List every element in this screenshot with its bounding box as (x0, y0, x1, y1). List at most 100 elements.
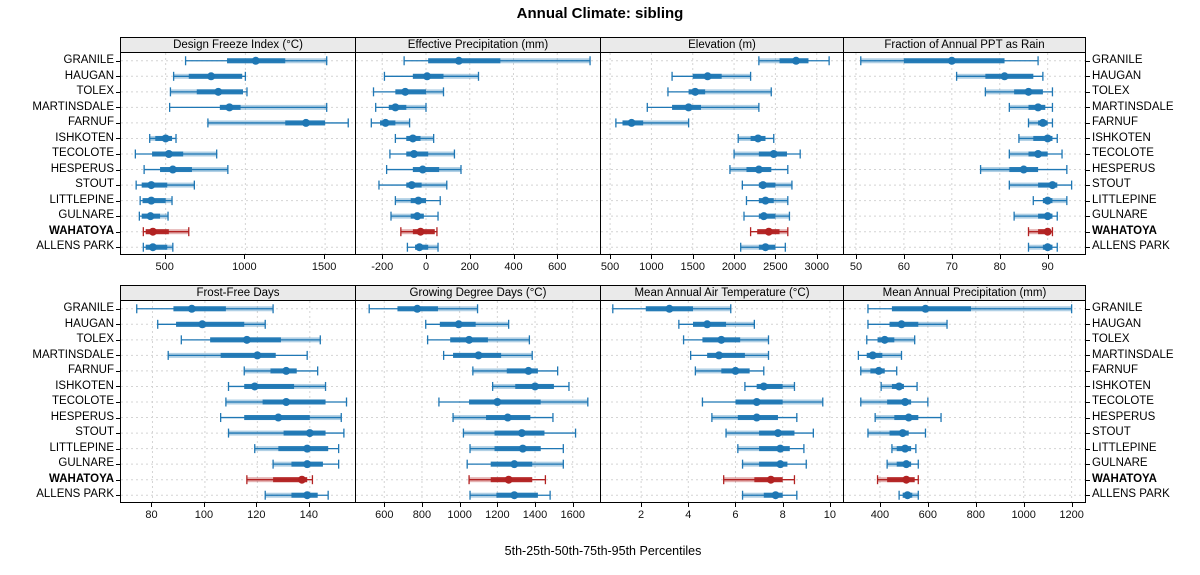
x-axis-tick-label: 2500 (763, 261, 788, 273)
percentile-range-row (243, 366, 319, 376)
row-tick-left (116, 324, 120, 326)
percentile-range-row (172, 71, 247, 81)
panel-body (844, 53, 1086, 255)
x-axis-tick-label: 8 (779, 509, 786, 521)
station-label-right: WAHATOYA (1092, 472, 1157, 485)
x-axis-tick-label: 90 (1041, 261, 1054, 273)
x-axis-tick-label: 400 (870, 509, 890, 521)
percentile-range-row (426, 335, 531, 345)
percentile-range-row (1027, 227, 1054, 237)
station-label-right: STOUT (1092, 178, 1131, 191)
percentile-range-row (740, 242, 786, 252)
percentile-range-row (866, 335, 916, 345)
percentile-range-row (741, 180, 793, 190)
percentile-range-row (169, 87, 248, 97)
x-axis-tick-label: 800 (966, 509, 985, 521)
percentile-range-row (383, 71, 480, 81)
percentile-range-row (368, 304, 479, 314)
station-label-left: GRANILE (63, 54, 115, 66)
x-axis-tick (324, 255, 326, 259)
station-label-right: GRANILE (1092, 302, 1143, 314)
x-axis-tick-label: 200 (460, 261, 479, 273)
x-axis-tick-label: 400 (504, 261, 523, 273)
percentile-range-row (149, 133, 177, 143)
percentile-range-row (390, 211, 439, 221)
panel-strip: Fraction of Annual PPT as Rain (844, 37, 1086, 53)
percentile-range-row (254, 444, 340, 454)
row-tick-right (1086, 247, 1090, 249)
percentile-range-row (491, 381, 570, 391)
percentile-range-row (425, 319, 510, 329)
x-axis-tick-label: 80 (993, 261, 1006, 273)
row-tick-right (1086, 107, 1090, 109)
x-axis-tick-label: 0 (422, 261, 430, 273)
x-axis-tick-label: 600 (375, 509, 394, 521)
percentile-range-row (180, 335, 321, 345)
percentile-range-row (142, 227, 190, 237)
row-tick-left (116, 386, 120, 388)
row-tick-right (1086, 91, 1090, 93)
row-tick-right (1086, 324, 1090, 326)
percentile-range-row (469, 444, 564, 454)
percentile-range-row (1027, 242, 1058, 252)
percentile-range-row (135, 180, 196, 190)
percentile-range-row (225, 397, 348, 407)
station-label-right: FARNUF (1092, 364, 1138, 377)
x-axis-tick-label: 1500 (680, 261, 705, 273)
row-tick-right (1086, 169, 1090, 171)
percentile-range-row (857, 350, 903, 360)
row-tick-left (116, 231, 120, 233)
row-tick-left (116, 479, 120, 481)
percentile-range-row (385, 165, 462, 175)
row-tick-left (116, 107, 120, 109)
x-axis-tick-label: 1400 (522, 509, 548, 521)
x-axis-tick (975, 503, 977, 507)
x-axis-tick (426, 255, 427, 259)
percentile-range-row (468, 475, 547, 485)
x-axis-tick (256, 503, 258, 507)
station-label-right: LITTLEPINE (1092, 441, 1157, 454)
row-tick-right (1086, 402, 1090, 403)
percentile-range-row (860, 397, 929, 407)
x-axis-tick (734, 255, 736, 259)
station-label-left: ISHKOTEN (55, 379, 114, 392)
station-label-right: MARTINSDALE (1092, 100, 1174, 113)
percentile-range-row (745, 196, 789, 206)
percentile-range-row (1032, 196, 1068, 206)
x-axis-tick-label: 600 (548, 261, 567, 273)
percentile-range-row (138, 211, 169, 221)
percentile-range-row (1027, 118, 1054, 128)
row-tick-left (116, 91, 120, 93)
x-axis-tick (999, 255, 1001, 259)
x-axis-tick-label: 1000 (447, 509, 472, 521)
station-label-right: HAUGAN (1092, 317, 1142, 330)
station-label-right: TECOLOTE (1092, 395, 1154, 408)
percentile-range-row (452, 413, 554, 423)
percentile-range-row (860, 56, 1039, 66)
station-label-left: HAUGAN (64, 69, 114, 82)
row-tick-left (116, 448, 120, 450)
x-axis-tick (308, 503, 310, 507)
station-label-right: MARTINSDALE (1092, 348, 1174, 361)
x-axis-tick-label: 2000 (721, 261, 747, 273)
percentile-range-row (749, 227, 789, 237)
x-axis-tick (1047, 255, 1049, 259)
station-label-left: TECOLOTE (52, 147, 114, 160)
x-axis-tick (164, 255, 166, 259)
station-label-left: WAHATOYA (49, 224, 114, 237)
row-tick-left (116, 216, 120, 218)
station-label-left: FARNUF (68, 364, 114, 377)
panel-body (120, 53, 356, 255)
percentile-range-row (142, 242, 174, 252)
x-axis-tick-label: 4 (685, 509, 692, 521)
x-axis-tick-label: 1200 (1059, 509, 1084, 521)
station-label-right: LITTLEPINE (1092, 193, 1157, 206)
percentile-range-row (406, 242, 439, 252)
row-tick-right (1086, 231, 1090, 233)
percentile-range-row (743, 211, 791, 221)
percentile-range-row (758, 56, 830, 66)
x-axis-tick (513, 255, 515, 259)
row-tick-right (1086, 308, 1090, 310)
x-axis-tick-label: 1600 (560, 509, 585, 521)
